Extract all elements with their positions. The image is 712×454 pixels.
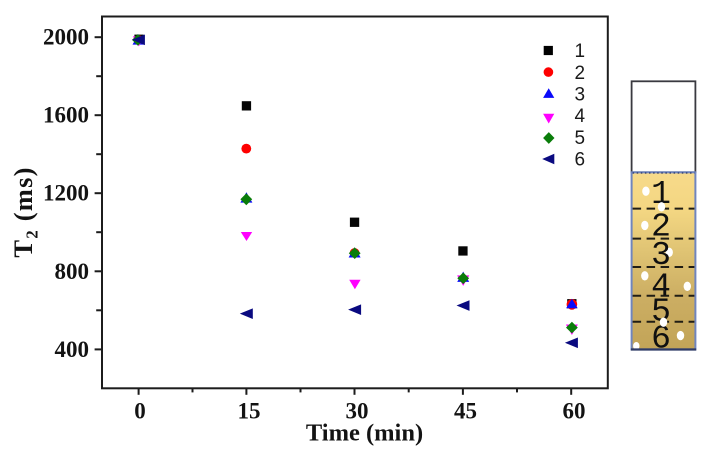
svg-text:1200: 1200 bbox=[43, 181, 89, 206]
svg-text:6: 6 bbox=[651, 320, 671, 357]
svg-text:5: 5 bbox=[575, 128, 586, 149]
svg-text:2000: 2000 bbox=[43, 25, 89, 50]
svg-text:30: 30 bbox=[346, 399, 369, 424]
svg-text:1600: 1600 bbox=[43, 103, 89, 128]
svg-text:400: 400 bbox=[55, 337, 90, 362]
svg-text:2: 2 bbox=[575, 63, 586, 84]
svg-text:1: 1 bbox=[575, 41, 586, 62]
svg-text:3: 3 bbox=[575, 85, 586, 106]
svg-text:15: 15 bbox=[238, 399, 261, 424]
svg-text:6: 6 bbox=[575, 150, 586, 171]
svg-text:4: 4 bbox=[651, 268, 671, 305]
svg-text:800: 800 bbox=[55, 259, 90, 284]
svg-text:60: 60 bbox=[563, 399, 586, 424]
svg-text:0: 0 bbox=[134, 399, 146, 424]
svg-text:3: 3 bbox=[651, 237, 671, 274]
svg-text:2: 2 bbox=[651, 209, 671, 246]
svg-text:T2 (ms): T2 (ms) bbox=[8, 166, 42, 257]
svg-text:4: 4 bbox=[575, 106, 586, 127]
svg-text:45: 45 bbox=[454, 399, 477, 424]
svg-text:1: 1 bbox=[651, 176, 671, 213]
svg-text:Time (min): Time (min) bbox=[306, 420, 423, 447]
